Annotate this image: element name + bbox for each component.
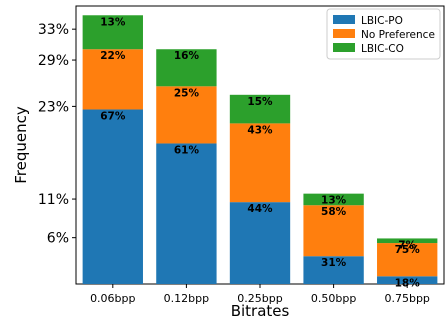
bar-lbic-co-0 bbox=[82, 15, 143, 50]
y-tick-label-4: 33% bbox=[38, 22, 69, 38]
bar-label-0-2: 44% bbox=[247, 203, 273, 215]
bar-label-0-4: 18% bbox=[395, 277, 421, 289]
x-axis-title: Bitrates bbox=[231, 302, 290, 320]
bar-label-1-1: 25% bbox=[174, 87, 200, 99]
bar-labels-group: 67%22%13%61%25%16%44%43%15%31%58%13%18%7… bbox=[100, 16, 420, 289]
legend-swatch-2 bbox=[333, 43, 355, 52]
bar-lbic-co-3 bbox=[303, 193, 364, 206]
y-tick-label-2: 23% bbox=[38, 99, 69, 115]
bar-label-2-1: 16% bbox=[174, 50, 200, 62]
bar-label-0-0: 67% bbox=[100, 110, 126, 122]
bar-no-preference-4 bbox=[377, 243, 438, 277]
bar-label-2-0: 13% bbox=[100, 16, 126, 28]
bar-lbic-po-0 bbox=[82, 109, 143, 284]
legend-label-1: No Preference bbox=[361, 29, 435, 41]
y-axis: 6% 11% 23% 29% 33% bbox=[38, 22, 76, 247]
bar-label-0-3: 31% bbox=[321, 257, 347, 269]
y-tick-label-1: 11% bbox=[38, 192, 69, 208]
bars-group bbox=[82, 15, 438, 284]
bar-lbic-po-3 bbox=[303, 256, 364, 284]
bar-label-1-3: 58% bbox=[321, 206, 347, 218]
legend-swatch-0 bbox=[333, 15, 355, 24]
bar-label-1-0: 22% bbox=[100, 50, 126, 62]
y-tick-label-0: 6% bbox=[47, 231, 69, 247]
legend: LBIC-PO No Preference LBIC-CO bbox=[326, 8, 441, 60]
bar-lbic-co-4 bbox=[377, 238, 438, 244]
bar-no-preference-1 bbox=[156, 86, 217, 144]
bar-lbic-co-2 bbox=[229, 94, 291, 124]
bar-no-preference-3 bbox=[303, 205, 364, 257]
legend-box bbox=[326, 8, 441, 60]
x-tick-label-1: 0.12bpp bbox=[164, 292, 209, 305]
x-tick-label-3: 0.50bpp bbox=[311, 292, 356, 305]
bar-label-2-3: 13% bbox=[321, 195, 347, 207]
legend-label-0: LBIC-PO bbox=[361, 15, 403, 27]
x-tick-label-0: 0.06bpp bbox=[90, 292, 135, 305]
bar-label-2-4: 7% bbox=[398, 239, 416, 251]
bar-no-preference-2 bbox=[229, 123, 291, 203]
bar-label-2-2: 15% bbox=[247, 96, 273, 108]
bar-lbic-po-4 bbox=[377, 276, 438, 284]
bar-lbic-po-1 bbox=[156, 143, 217, 284]
bar-label-1-2: 43% bbox=[247, 124, 273, 136]
x-tick-label-4: 0.75bpp bbox=[384, 292, 429, 305]
bar-label-1-4: 75% bbox=[395, 244, 421, 256]
x-axis: 0.06bpp 0.12bpp 0.25bpp 0.50bpp 0.75bpp bbox=[90, 284, 430, 305]
bar-lbic-co-1 bbox=[156, 49, 217, 87]
y-tick-label-3: 29% bbox=[38, 53, 69, 69]
y-axis-title: Frequency bbox=[12, 106, 30, 184]
bar-label-0-1: 61% bbox=[174, 144, 200, 156]
legend-label-2: LBIC-CO bbox=[361, 43, 404, 55]
legend-swatch-1 bbox=[333, 29, 355, 38]
bar-lbic-po-2 bbox=[229, 202, 291, 284]
bar-no-preference-0 bbox=[82, 49, 143, 110]
x-tick-label-2: 0.25bpp bbox=[237, 292, 282, 305]
